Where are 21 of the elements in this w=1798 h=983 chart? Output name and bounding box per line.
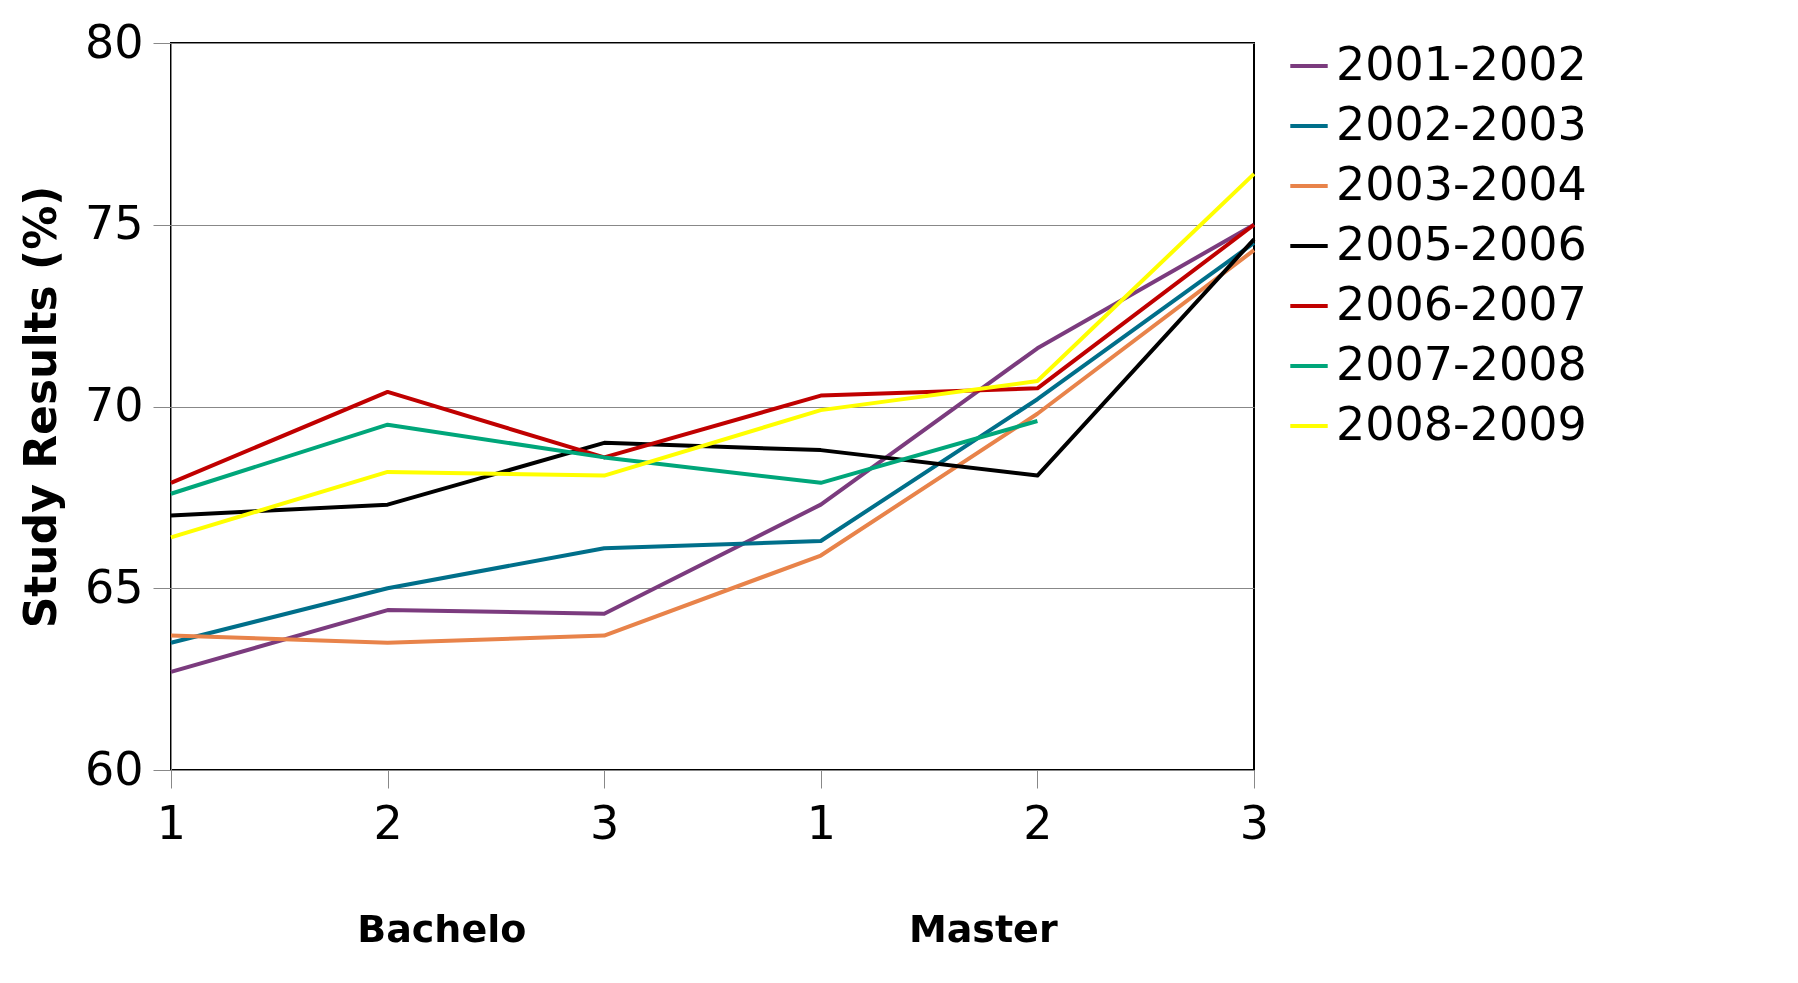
x-tick-label: 1 (156, 795, 187, 850)
y-axis-title: Study Results (%) (14, 185, 66, 629)
x-tick-label: 3 (590, 795, 620, 850)
legend-label: 2003-2004 (1336, 157, 1587, 211)
legend-label: 2002-2003 (1336, 97, 1587, 151)
y-tick-label: 70 (84, 378, 144, 432)
x-tick-label: 2 (1023, 795, 1053, 850)
text: Master (908, 907, 1058, 951)
legend-label: 2007-2008 (1336, 337, 1587, 391)
legend-label: 2005-2006 (1336, 217, 1587, 271)
y-tick-label: 65 (84, 559, 144, 614)
text: Bachelo (357, 907, 527, 951)
x-tick-label: 2 (373, 795, 403, 850)
legend-label: 2008-2009 (1336, 397, 1587, 451)
y-tick-label: 60 (84, 741, 144, 796)
x-tick-label: 1 (806, 795, 836, 850)
legend-label: 2001-2002 (1336, 37, 1587, 91)
y-tick-label: 80 (84, 14, 144, 69)
x-tick-label: 3 (1239, 795, 1270, 850)
legend-label: 2006-2007 (1336, 277, 1587, 331)
y-tick-label: 75 (84, 196, 144, 251)
